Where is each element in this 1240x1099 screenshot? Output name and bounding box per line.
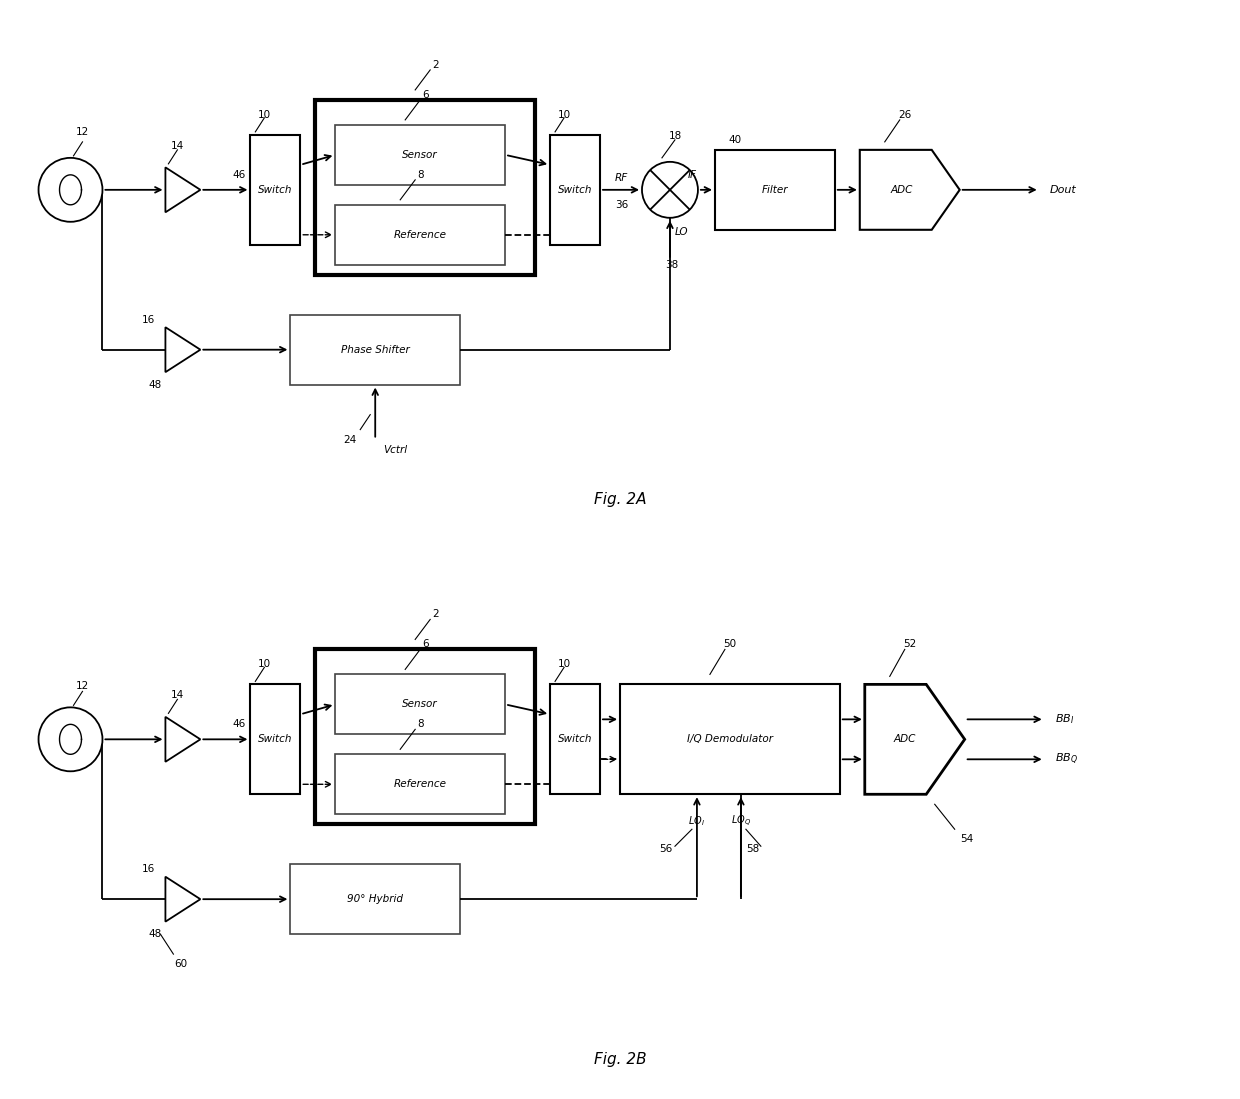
Text: 14: 14 (171, 141, 184, 151)
Circle shape (38, 708, 103, 771)
Text: 12: 12 (76, 126, 89, 137)
Text: 58: 58 (746, 844, 759, 854)
Text: 50: 50 (723, 640, 737, 650)
Bar (620, 685, 839, 795)
Bar (290, 314, 460, 385)
Text: 14: 14 (171, 690, 184, 700)
Text: Vctrl: Vctrl (383, 445, 408, 455)
Polygon shape (165, 328, 201, 373)
Text: 16: 16 (143, 864, 155, 874)
Text: 54: 54 (960, 834, 973, 844)
Text: 56: 56 (658, 844, 672, 854)
Text: Reference: Reference (393, 230, 446, 240)
Bar (715, 149, 835, 230)
Text: ADC: ADC (890, 185, 913, 195)
Text: 52: 52 (903, 640, 916, 650)
Polygon shape (165, 877, 201, 922)
Text: 26: 26 (898, 110, 911, 120)
Bar (335, 754, 505, 814)
Text: Dout: Dout (1049, 185, 1076, 195)
Text: 10: 10 (558, 659, 570, 669)
Text: Fig. 2B: Fig. 2B (594, 1052, 646, 1066)
Text: Reference: Reference (393, 779, 446, 789)
Bar (335, 125, 505, 185)
Text: 90° Hybrid: 90° Hybrid (347, 895, 403, 904)
Bar (290, 864, 460, 934)
Text: 2: 2 (432, 60, 439, 70)
Text: 18: 18 (668, 131, 682, 141)
Text: 36: 36 (615, 200, 629, 210)
Text: Fig. 2A: Fig. 2A (594, 492, 646, 507)
Bar (335, 675, 505, 734)
Text: I/Q Demodulator: I/Q Demodulator (687, 734, 773, 744)
Text: Switch: Switch (258, 185, 293, 195)
Text: 40: 40 (728, 135, 742, 145)
Text: 8: 8 (417, 170, 424, 180)
Polygon shape (165, 167, 201, 212)
Circle shape (642, 162, 698, 218)
Text: 6: 6 (422, 640, 429, 650)
Bar (315, 100, 536, 275)
Text: 10: 10 (258, 659, 270, 669)
Circle shape (38, 158, 103, 222)
Polygon shape (859, 149, 960, 230)
Text: 2: 2 (432, 610, 439, 620)
Bar (335, 204, 505, 265)
Text: 48: 48 (149, 379, 162, 390)
Text: IF: IF (688, 170, 697, 180)
Text: Sensor: Sensor (402, 699, 438, 709)
Text: $BB_I$: $BB_I$ (1054, 712, 1074, 726)
Text: 16: 16 (143, 314, 155, 324)
Text: ADC: ADC (894, 734, 916, 744)
Bar (551, 685, 600, 795)
Text: 8: 8 (417, 720, 424, 730)
Bar (551, 135, 600, 245)
Text: $BB_Q$: $BB_Q$ (1054, 752, 1078, 767)
Polygon shape (165, 717, 201, 762)
Text: LO: LO (675, 226, 688, 236)
Polygon shape (864, 685, 965, 795)
Text: 60: 60 (174, 959, 187, 969)
Bar (250, 685, 300, 795)
Text: Switch: Switch (558, 185, 593, 195)
Text: 10: 10 (558, 110, 570, 120)
Text: $LO_I$: $LO_I$ (688, 814, 706, 828)
Bar (250, 135, 300, 245)
Text: Switch: Switch (258, 734, 293, 744)
Text: 10: 10 (258, 110, 270, 120)
Text: $LO_Q$: $LO_Q$ (730, 814, 751, 830)
Text: Switch: Switch (558, 734, 593, 744)
Text: 6: 6 (422, 90, 429, 100)
Text: 38: 38 (665, 259, 678, 269)
Text: 46: 46 (232, 720, 246, 730)
Text: 48: 48 (149, 929, 162, 940)
Text: 12: 12 (76, 681, 89, 691)
Bar (315, 650, 536, 824)
Text: 46: 46 (232, 170, 246, 180)
Text: Sensor: Sensor (402, 149, 438, 159)
Text: Phase Shifter: Phase Shifter (341, 345, 409, 355)
Text: 24: 24 (343, 434, 357, 445)
Text: Filter: Filter (761, 185, 789, 195)
Text: RF: RF (615, 173, 629, 182)
